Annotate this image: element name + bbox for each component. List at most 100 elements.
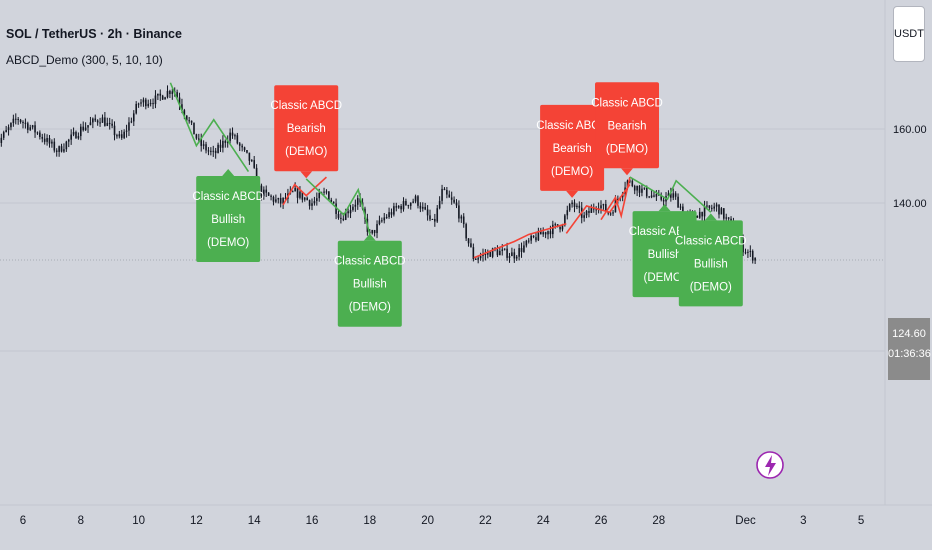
- candle-body: [554, 224, 557, 226]
- candle-body: [453, 199, 455, 203]
- candle-body: [27, 123, 29, 130]
- candle-body: [207, 150, 210, 152]
- candle-body: [347, 211, 349, 214]
- candle-body: [176, 92, 178, 98]
- candle-body: [2, 132, 5, 138]
- candle-body: [605, 204, 607, 212]
- candle-body: [7, 127, 10, 131]
- candle-body: [400, 206, 402, 210]
- candle-body: [147, 103, 150, 107]
- candle-body: [460, 216, 463, 219]
- indicator-legend[interactable]: ABCD_Demo (300, 5, 10, 10): [6, 53, 163, 67]
- candle-body: [539, 230, 542, 235]
- candle-body: [744, 252, 747, 254]
- currency-button[interactable]: USDT: [893, 6, 925, 62]
- time-tick: 28: [652, 515, 665, 527]
- candle-body: [696, 215, 699, 218]
- label-text: Classic ABCD: [536, 120, 608, 132]
- time-tick: 26: [595, 515, 608, 527]
- candle-body: [246, 150, 248, 153]
- candle-body: [231, 132, 234, 136]
- candle-body: [484, 253, 487, 255]
- candle-body: [535, 237, 537, 241]
- candle-body: [662, 199, 665, 202]
- candle-body: [70, 134, 72, 140]
- candle-body: [371, 230, 374, 234]
- label-text: Bearish: [553, 143, 592, 155]
- candle-body: [395, 206, 398, 208]
- candle-body: [108, 122, 111, 124]
- candle-body: [549, 231, 552, 235]
- candle-body: [378, 220, 381, 225]
- candle-body: [178, 97, 181, 105]
- candle-body: [0, 137, 3, 143]
- candle-body: [113, 125, 116, 136]
- candle-body: [99, 122, 101, 124]
- label-text: Bullish: [648, 249, 682, 261]
- candle-body: [87, 125, 89, 128]
- candle-body: [92, 118, 94, 123]
- symbol-title[interactable]: SOL / TetherUS · 2h · Binance: [6, 27, 182, 41]
- candle-body: [725, 217, 728, 219]
- time-tick: 12: [190, 515, 203, 527]
- candle-body: [595, 209, 597, 211]
- candle-body: [263, 189, 265, 197]
- candle-body: [407, 205, 410, 207]
- time-tick: 8: [78, 515, 84, 527]
- label-text: Bearish: [608, 120, 647, 132]
- candle-body: [424, 206, 426, 210]
- candle-body: [294, 187, 296, 192]
- candle-body: [123, 131, 125, 138]
- candle-body: [383, 217, 386, 221]
- bullish-label: Classic ABCD Bullish (DEMO): [192, 168, 264, 262]
- bearish-abcd-pattern: [473, 222, 567, 259]
- candle-body: [12, 118, 15, 123]
- candle-body: [202, 144, 205, 146]
- candle-body: [578, 205, 581, 208]
- candle-body: [715, 204, 718, 207]
- candle-body: [629, 180, 631, 182]
- candle-body: [193, 122, 195, 135]
- candle-body: [609, 213, 612, 215]
- candle-body: [157, 93, 159, 96]
- candle-body: [10, 122, 12, 128]
- candle-body: [82, 126, 85, 131]
- candle-body: [36, 132, 39, 134]
- candle-body: [77, 136, 80, 139]
- candle-body: [653, 195, 655, 197]
- candle-body: [128, 122, 130, 131]
- label-text: Classic ABCD: [591, 97, 663, 109]
- candle-body: [24, 122, 27, 124]
- candle-body: [513, 252, 516, 259]
- candle-body: [614, 200, 617, 213]
- candle-body: [356, 198, 359, 205]
- candle-body: [306, 197, 308, 201]
- time-tick: 10: [132, 515, 145, 527]
- candle-body: [5, 130, 7, 133]
- candle-body: [655, 194, 658, 197]
- candle-body: [515, 256, 518, 259]
- candle-body: [458, 205, 460, 219]
- candle-body: [58, 146, 60, 152]
- label-text: Classic ABCD: [675, 235, 747, 247]
- candle-body: [670, 193, 672, 198]
- candle-body: [205, 144, 207, 151]
- label-text: Bearish: [287, 123, 326, 135]
- candle-body: [308, 200, 311, 206]
- candle-body: [479, 255, 482, 259]
- label-text: (DEMO): [643, 272, 685, 284]
- candle-body: [135, 103, 137, 114]
- candle-body: [443, 188, 446, 191]
- candle-body: [438, 200, 441, 209]
- candle-body: [559, 226, 561, 230]
- label-text: (DEMO): [207, 237, 249, 249]
- candle-body: [161, 95, 164, 100]
- candle-body: [419, 205, 422, 209]
- candle-body: [566, 210, 569, 216]
- candle-body: [248, 152, 251, 161]
- lightning-icon[interactable]: [756, 451, 784, 479]
- bullish-abcd-pattern: [169, 82, 250, 172]
- candle-body: [94, 118, 97, 121]
- candle-body: [171, 91, 174, 94]
